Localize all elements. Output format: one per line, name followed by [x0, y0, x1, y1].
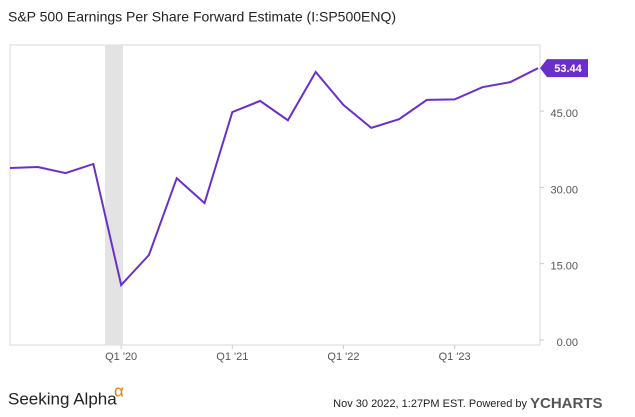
timestamp: Nov 30 2022, 1:27PM EST. Powered by [333, 398, 527, 410]
plot-area [9, 44, 541, 346]
y-tick-label: 30.00 [550, 184, 578, 196]
recession-band [105, 45, 123, 345]
x-tick-label: Q1 '22 [327, 351, 359, 363]
brand-mark: α [114, 381, 124, 400]
y-tick-label: 15.00 [550, 261, 578, 273]
brand: Seeking Alpha [8, 389, 117, 408]
y-tick-label: 45.00 [550, 108, 578, 120]
series-line [9, 67, 539, 288]
y-tick-label: 0.00 [557, 337, 578, 349]
last-value-label: 53.44 [554, 63, 582, 75]
x-tick-label: Q1 '20 [105, 351, 137, 363]
last-value-badge [540, 59, 588, 78]
provider: YCHARTS [530, 395, 603, 412]
x-tick-label: Q1 '21 [216, 351, 248, 363]
chart-title: S&P 500 Earnings Per Share Forward Estim… [8, 9, 396, 25]
x-tick-label: Q1 '23 [439, 351, 471, 363]
